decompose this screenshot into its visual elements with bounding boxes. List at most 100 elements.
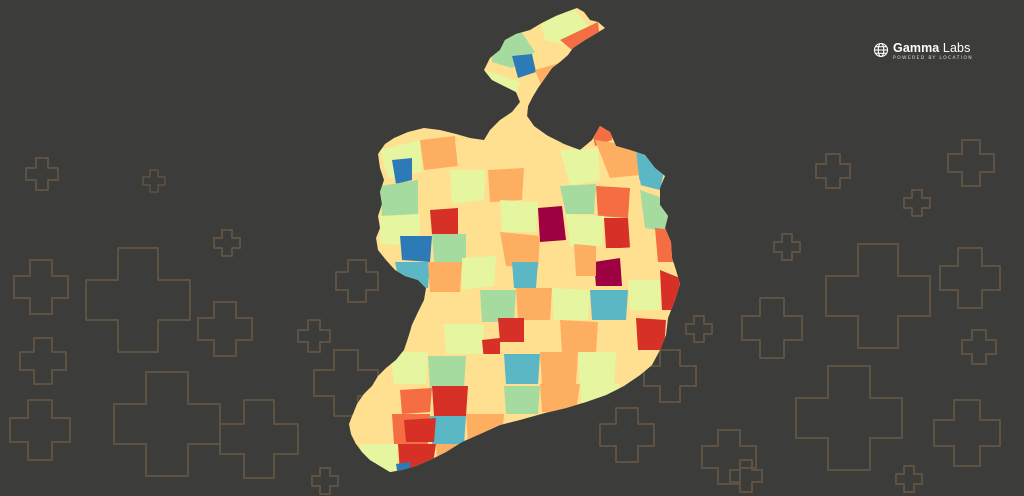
map-region: [380, 180, 418, 216]
map-region: [428, 356, 466, 388]
map-region: [560, 90, 590, 130]
plus-outline-icon: [773, 233, 801, 261]
plus-outline-icon: [9, 399, 71, 461]
plus-outline-icon: [197, 301, 253, 357]
map-region: [466, 354, 504, 386]
plus-outline-icon: [19, 337, 67, 385]
map-region: [580, 384, 620, 406]
plus-outline-icon: [113, 371, 221, 477]
map-region: [560, 320, 598, 352]
plus-outline-icon: [311, 467, 339, 495]
map-region: [410, 320, 444, 352]
map-region: [616, 350, 652, 382]
map-region: [450, 170, 485, 204]
plus-outline-icon: [933, 399, 1001, 467]
map-region: [400, 388, 432, 414]
map-region: [590, 290, 628, 320]
brand-logo: Gamma Labs POWERED BY LOCATION: [873, 42, 983, 66]
map-region: [500, 232, 540, 268]
plus-outline-icon: [599, 407, 655, 463]
map-region: [432, 386, 468, 416]
map-region: [540, 242, 574, 274]
plus-outline-icon: [142, 169, 166, 193]
map-region: [596, 186, 630, 218]
plus-outline-icon: [729, 459, 763, 493]
plus-outline-icon: [903, 189, 931, 217]
map-region: [444, 324, 484, 354]
plus-outline-icon: [815, 153, 851, 189]
map-region: [418, 174, 452, 208]
map-region: [392, 158, 412, 184]
plus-outline-icon: [825, 243, 931, 349]
map-region: [560, 148, 600, 186]
brand-name-light: Labs: [939, 41, 971, 55]
map-region: [530, 130, 562, 170]
map-region: [360, 444, 398, 472]
brand-tagline: POWERED BY LOCATION: [893, 55, 974, 61]
map-region: [498, 318, 524, 342]
plus-outline-icon: [939, 247, 1001, 309]
map-region: [455, 140, 488, 170]
map-region: [350, 414, 392, 444]
plus-outline-icon: [961, 329, 997, 365]
map-region: [358, 384, 396, 414]
map-region: [560, 184, 596, 214]
map-region: [500, 200, 538, 232]
plus-outline-icon: [13, 259, 69, 315]
map-region: [512, 262, 538, 288]
map-region: [578, 352, 616, 384]
plus-outline-icon: [685, 315, 713, 343]
plus-outline-icon: [219, 399, 299, 479]
map-region: [594, 258, 622, 286]
plus-outline-icon: [297, 319, 331, 353]
map-region: [466, 228, 500, 258]
map-region: [395, 262, 430, 288]
plus-outline-icon: [741, 297, 803, 359]
plus-outline-icon: [947, 139, 995, 187]
map-region: [390, 352, 428, 384]
map-region: [524, 168, 560, 200]
plus-outline-icon: [895, 465, 923, 493]
map-region: [636, 150, 665, 190]
map-region: [480, 290, 516, 322]
logo-text: Gamma Labs POWERED BY LOCATION: [893, 42, 973, 61]
map-region: [574, 244, 596, 276]
brand-name: Gamma Labs: [893, 42, 973, 55]
map-region: [404, 418, 436, 442]
map-region: [628, 280, 660, 310]
plus-outline-icon: [85, 247, 191, 353]
map-region: [524, 320, 560, 352]
map-region: [462, 256, 496, 290]
plus-outline-icon: [795, 365, 903, 471]
map-region: [620, 246, 655, 278]
map-region: [430, 416, 466, 444]
plus-outline-icon: [335, 259, 379, 303]
map-region: [420, 136, 458, 170]
map-region: [396, 462, 410, 472]
map-region: [428, 262, 462, 292]
map-region: [466, 414, 504, 442]
map-region: [604, 218, 630, 248]
brand-name-bold: Gamma: [893, 41, 940, 55]
map-region: [468, 386, 504, 414]
map-region: [516, 288, 552, 320]
map-region: [598, 320, 636, 352]
plus-outline-icon: [25, 157, 59, 191]
map-region: [636, 318, 666, 350]
map-region: [540, 352, 578, 384]
map-region: [538, 206, 566, 242]
map-region: [436, 444, 470, 468]
map-region: [432, 234, 466, 262]
globe-icon: [873, 42, 889, 58]
map-region: [566, 214, 604, 246]
map-region: [440, 292, 480, 324]
map-region: [504, 386, 540, 414]
plus-outline-icon: [213, 229, 241, 257]
map-region: [430, 208, 458, 234]
map-region: [512, 54, 536, 78]
map-region: [552, 288, 590, 320]
map-region: [488, 168, 524, 202]
map-region: [655, 228, 676, 262]
map-region: [400, 236, 432, 262]
